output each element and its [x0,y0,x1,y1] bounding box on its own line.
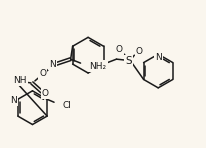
Text: O: O [136,47,143,56]
Text: O: O [116,45,123,54]
Text: S: S [125,56,132,66]
Text: Cl: Cl [62,101,71,110]
Text: N: N [11,96,17,105]
Text: O: O [42,89,49,98]
Text: O: O [39,70,46,78]
Text: NH: NH [13,76,27,85]
Text: N: N [49,60,56,69]
Text: NH₂: NH₂ [89,62,107,71]
Text: N: N [155,53,162,62]
